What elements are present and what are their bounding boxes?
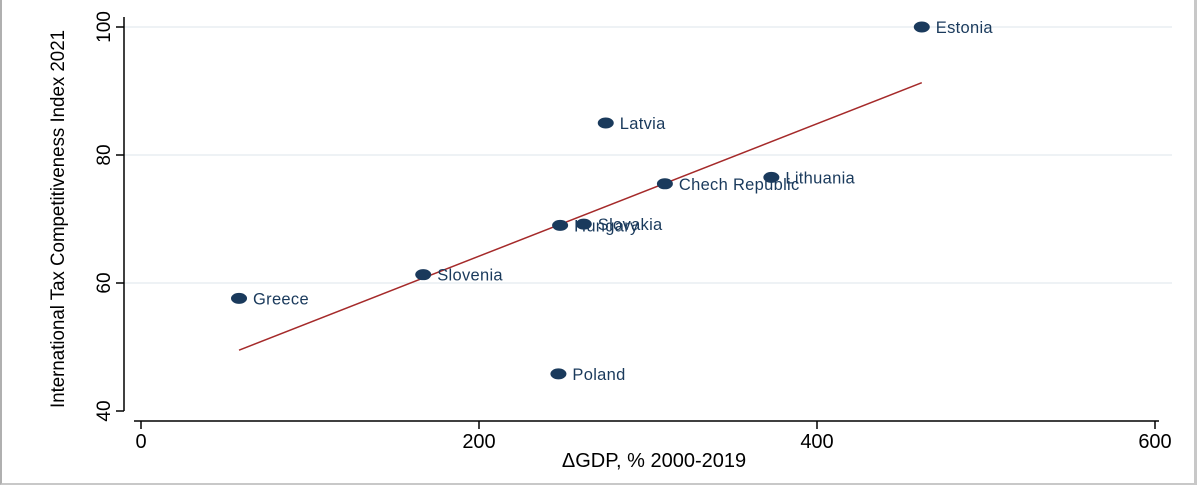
data-point-label: Slovakia [598,216,663,234]
data-point [913,21,930,33]
data-point-label: Greece [253,290,309,308]
y-tick-label: 60 [94,272,115,293]
x-axis-label: ΔGDP, % 2000-2019 [562,450,746,472]
y-tick-label: 40 [94,400,115,421]
x-tick-label: 400 [800,431,833,453]
data-point [550,368,567,380]
data-point-group: Slovenia [415,267,503,285]
data-point [763,171,780,183]
data-point [231,292,248,304]
fit-line-group [238,81,923,351]
data-point [597,117,614,129]
x-tick-label: 200 [462,431,495,453]
data-point-group: Latvia [597,115,666,133]
data-point-group: Greece [231,290,309,308]
x-axis: 0 200 400 600 [134,420,1172,453]
grid-lines [124,26,1172,284]
x-tick-label: 0 [135,431,146,453]
y-tick-label: 100 [94,11,115,43]
data-point-label: Latvia [620,115,666,133]
data-point-group: Slovakia [575,216,663,234]
data-point [415,269,432,281]
fit-line [238,81,923,351]
data-point-label: Poland [572,366,625,384]
data-point-label: Slovenia [437,267,503,285]
y-axis: 40 60 80 100 [94,11,125,422]
x-tick-label: 600 [1138,431,1171,453]
data-point [575,218,592,230]
y-tick-label: 80 [94,144,115,165]
data-point-group: Poland [550,366,625,384]
data-point [656,178,673,190]
data-point-label: Hungary [574,217,639,235]
data-point-label: Estonia [936,19,994,37]
data-point-group: Lithuania [763,169,855,187]
data-point-label: Chech Republic [679,176,800,194]
data-point-group: Hungary [552,217,639,235]
data-point-group: Estonia [913,19,994,37]
data-point-label: Lithuania [785,169,855,187]
y-axis-label: International Tax Competitiveness Index … [48,30,69,408]
data-point [552,219,569,231]
